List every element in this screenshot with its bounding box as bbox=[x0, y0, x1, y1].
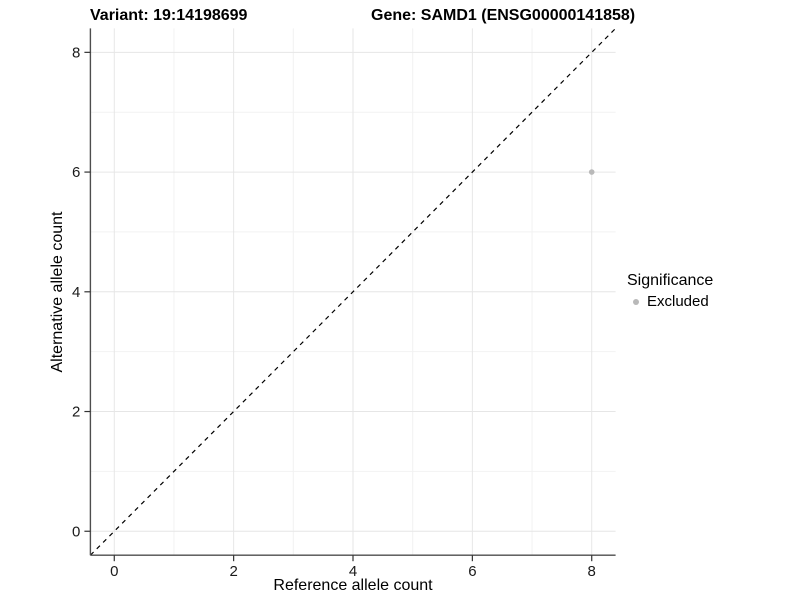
y-axis-title: Alternative allele count bbox=[49, 211, 66, 373]
identity-dashed-line bbox=[89, 27, 617, 556]
y-tick-label: 8 bbox=[72, 44, 80, 61]
legend-title: Significance bbox=[627, 272, 714, 289]
legend-key bbox=[627, 293, 644, 310]
x-tick-label: 0 bbox=[110, 563, 118, 580]
legend: Significance Excluded bbox=[627, 272, 713, 310]
data-point-excluded bbox=[588, 169, 595, 175]
legend-item-label: Excluded bbox=[647, 293, 709, 310]
y-tick-label: 4 bbox=[72, 284, 80, 301]
x-tick-label: 6 bbox=[468, 563, 476, 580]
x-tick-label: 2 bbox=[229, 563, 237, 580]
legend-item-excluded: Excluded bbox=[627, 293, 713, 310]
x-tick-label: 8 bbox=[588, 563, 596, 580]
y-tick-label: 6 bbox=[72, 164, 80, 181]
variant-title: Variant: 19:14198699 bbox=[90, 7, 248, 24]
x-axis-title: Reference allele count bbox=[273, 577, 433, 594]
y-tick-label: 2 bbox=[72, 404, 80, 421]
excluded-marker-icon bbox=[632, 298, 639, 305]
y-tick-label: 0 bbox=[72, 523, 80, 540]
x-tick-label: 4 bbox=[349, 563, 357, 580]
gene-title: Gene: SAMD1 (ENSG00000141858) bbox=[371, 7, 636, 24]
